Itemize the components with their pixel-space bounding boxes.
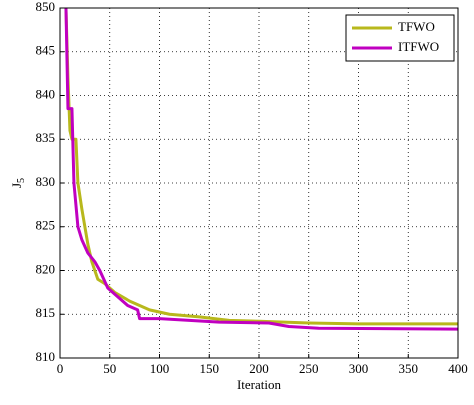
plot-lines (64, 8, 458, 331)
y-tick-label: 835 (36, 130, 56, 145)
y-axis-label-subscript: 5 (16, 178, 27, 183)
y-tick-label: 830 (36, 174, 56, 189)
y-tick-label: 840 (36, 86, 56, 101)
y-axis-label: J5 (9, 178, 27, 188)
y-axis-label-main: J (9, 183, 24, 188)
y-tick-label: 810 (36, 349, 56, 364)
legend-label: ITFWO (398, 39, 439, 54)
x-tick-label: 250 (299, 361, 319, 376)
x-tick-label: 100 (150, 361, 170, 376)
y-tick-label: 845 (36, 43, 56, 58)
x-tick-label: 350 (399, 361, 419, 376)
x-axis-label: Iteration (237, 377, 282, 392)
legend-label: TFWO (398, 19, 435, 34)
y-tick-label: 850 (36, 0, 56, 14)
x-tick-label: 150 (200, 361, 220, 376)
line (64, 8, 458, 331)
x-tick-label: 300 (349, 361, 369, 376)
x-tick-label: 0 (57, 361, 64, 376)
y-tick-label: 825 (36, 218, 56, 233)
x-tick-label: 400 (448, 361, 468, 376)
legend-box (345, 14, 455, 62)
x-tick-label: 200 (249, 361, 269, 376)
plot-frame (59, 7, 459, 359)
x-tick-label: 50 (103, 361, 116, 376)
y-tick-label: 815 (36, 305, 56, 320)
y-tick-label: 820 (36, 261, 56, 276)
